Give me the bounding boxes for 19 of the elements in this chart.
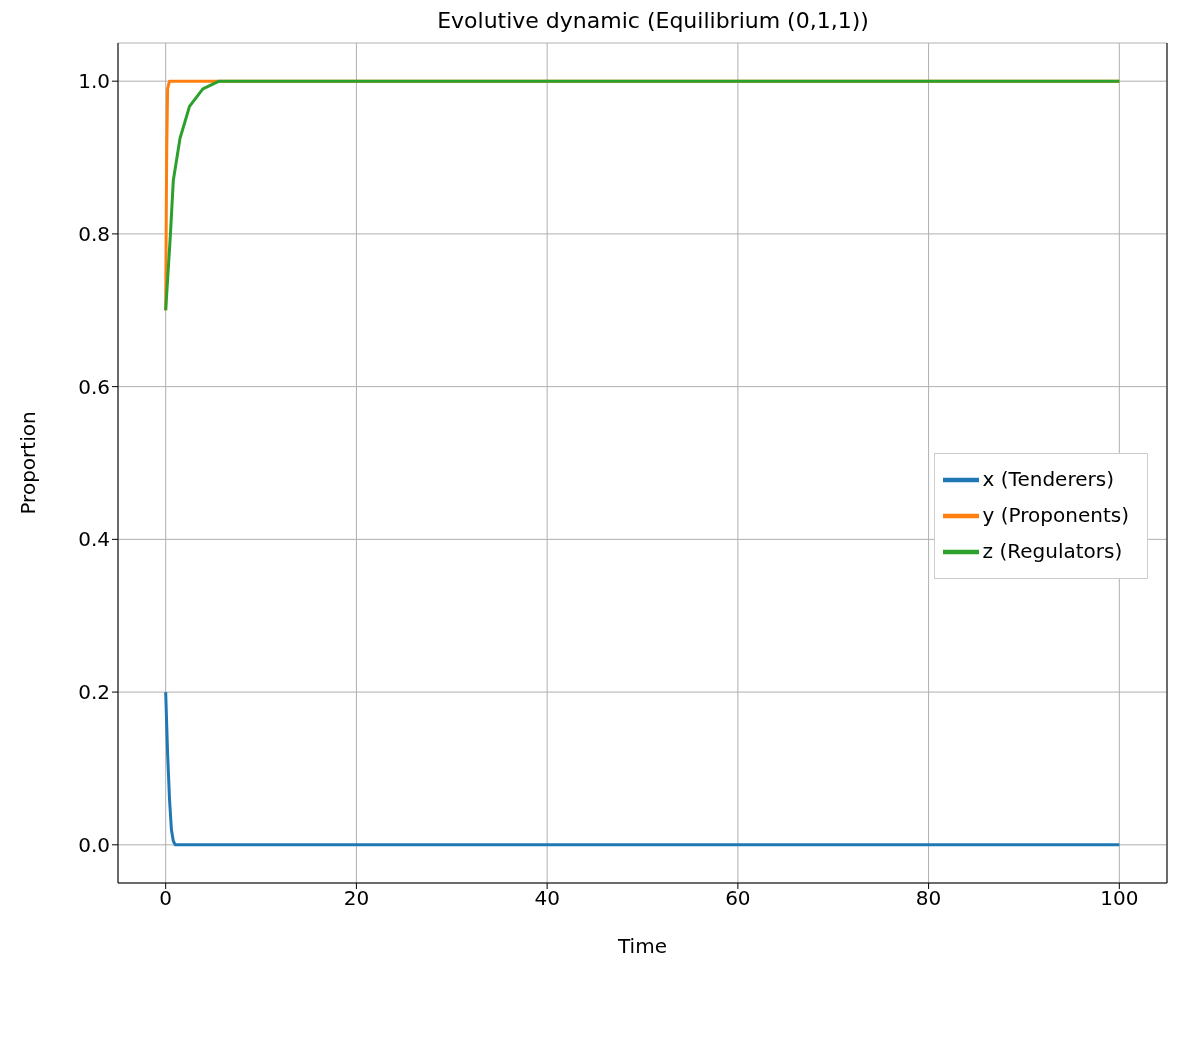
x-tick-label: 60 — [725, 886, 751, 911]
x-tick-label: 0 — [159, 886, 173, 911]
y-tick-label: 0.8 — [78, 222, 110, 247]
x-axis-title: Time — [617, 934, 667, 958]
x-tick-label: 80 — [915, 886, 942, 911]
legend-label: z (Regulators) — [982, 538, 1123, 563]
y-tick-label: 0.0 — [78, 832, 110, 857]
x-tick-label: 40 — [534, 886, 560, 911]
x-tick-label: 100 — [1100, 886, 1139, 911]
y-tick-label: 0.4 — [78, 527, 110, 552]
legend-label: x (Tenderers) — [982, 466, 1114, 491]
y-tick-label: 0.2 — [78, 680, 110, 705]
y-tick-label: 1.0 — [78, 69, 110, 94]
legend-label: y (Proponents) — [982, 502, 1129, 527]
chart-title: Evolutive dynamic (Equilibrium (0,1,1)) — [436, 8, 870, 33]
line-series — [164, 690, 1121, 847]
y-axis-title: Proportion — [16, 411, 41, 515]
x-tick-label: 20 — [343, 886, 370, 911]
y-tick-label: 0.6 — [78, 374, 110, 399]
